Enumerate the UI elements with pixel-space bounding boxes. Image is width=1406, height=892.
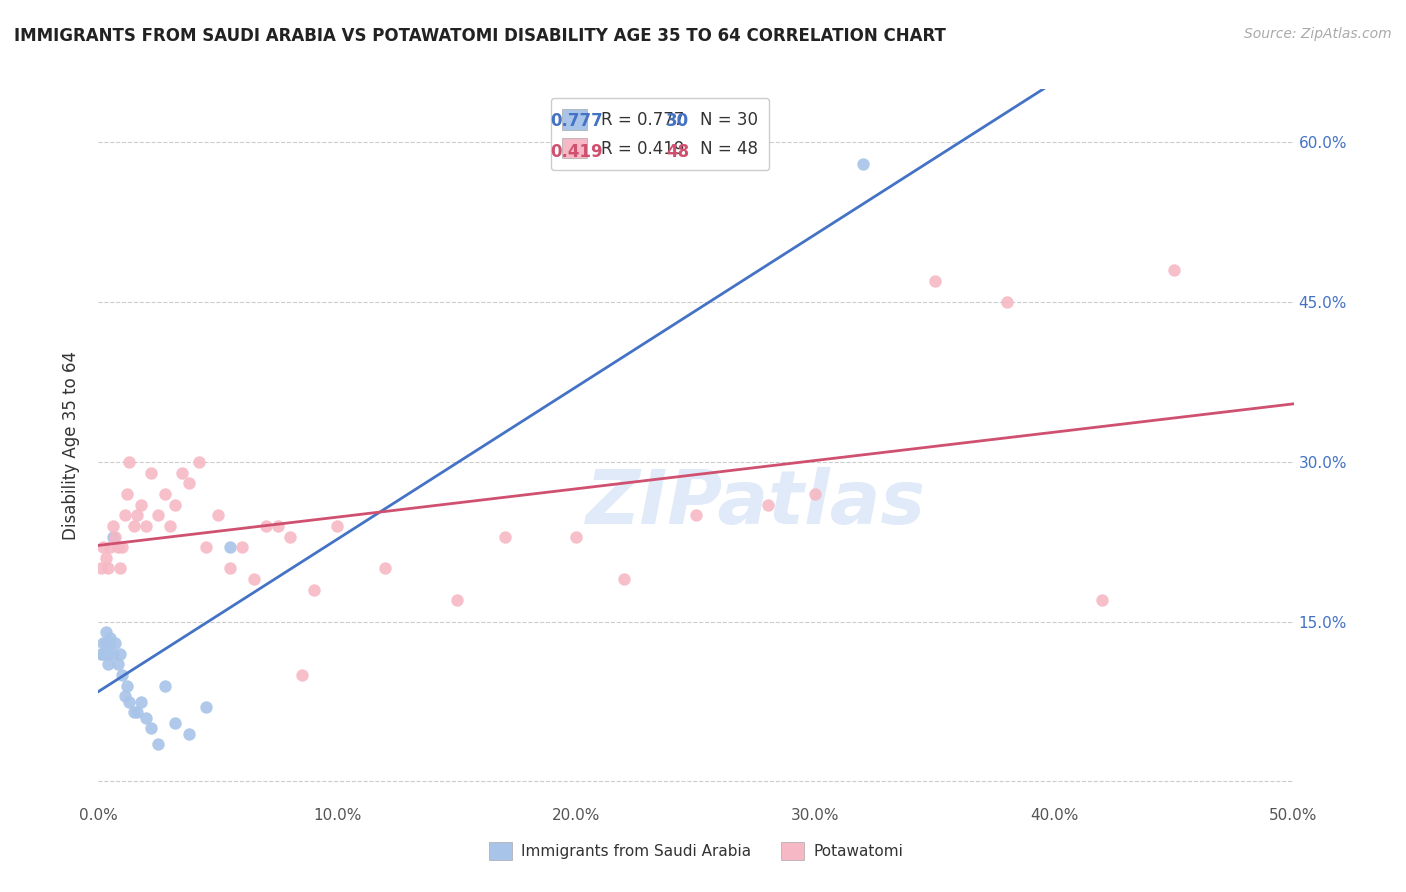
Point [924,274,946,288]
Text: IMMIGRANTS FROM SAUDI ARABIA VS POTAWATOMI DISABILITY AGE 35 TO 64 CORRELATION C: IMMIGRANTS FROM SAUDI ARABIA VS POTAWATO… [14,27,946,45]
Point [124,519,146,533]
Point [104,529,127,543]
Point [852,157,875,171]
Point [195,540,218,554]
Point [91,540,114,554]
Point [179,476,201,491]
Point [91,647,114,661]
Point [494,529,516,543]
Point [131,695,153,709]
Point [756,498,779,512]
Point [254,519,277,533]
Point [135,519,157,533]
Point [804,487,827,501]
Point [91,636,114,650]
Y-axis label: Disability Age 35 to 64: Disability Age 35 to 64 [62,351,80,541]
Point [111,668,134,682]
Point [1163,263,1185,277]
Point [565,529,588,543]
Point [685,508,707,523]
Point [94,625,117,640]
Point [148,508,170,523]
Point [179,726,201,740]
Point [125,706,148,720]
Point [219,561,242,575]
Point [107,540,129,554]
Point [374,561,396,575]
Point [114,508,136,523]
Point [243,572,266,586]
Point [278,529,301,543]
Text: Source: ZipAtlas.com: Source: ZipAtlas.com [1244,27,1392,41]
Point [101,529,124,543]
Point [163,715,186,730]
Point [172,466,194,480]
Point [207,508,229,523]
Point [302,582,325,597]
Text: 48: 48 [666,143,689,161]
Text: 0.419: 0.419 [550,143,603,161]
Text: 30: 30 [666,112,689,130]
Point [131,498,153,512]
Point [135,710,157,724]
Point [97,647,120,661]
Point [195,700,218,714]
Point [326,519,349,533]
Point [187,455,209,469]
Point [995,295,1018,310]
Point [107,657,129,672]
Point [114,690,136,704]
Point [613,572,636,586]
Point [155,487,177,501]
Point [98,631,122,645]
Point [148,737,170,751]
Point [111,540,134,554]
Point [139,466,162,480]
Point [159,519,181,533]
Point [98,636,122,650]
Point [94,550,117,565]
Point [446,593,468,607]
Point [155,679,177,693]
Point [219,540,242,554]
Point [115,487,138,501]
Point [104,636,127,650]
Point [98,540,122,554]
Point [118,695,141,709]
Text: ZIPatlas: ZIPatlas [586,467,925,540]
Point [94,636,117,650]
Point [90,647,112,661]
Point [1091,593,1114,607]
Point [101,647,124,661]
Point [124,706,146,720]
Point [101,519,124,533]
Point [118,455,141,469]
Point [108,561,131,575]
Point [163,498,186,512]
Point [97,657,120,672]
Point [90,561,112,575]
Point [291,668,314,682]
Point [139,721,162,735]
Point [125,508,148,523]
Point [108,647,131,661]
Point [97,561,120,575]
Text: 0.777: 0.777 [550,112,603,130]
Point [231,540,253,554]
Point [115,679,138,693]
Legend: Immigrants from Saudi Arabia, Potawatomi: Immigrants from Saudi Arabia, Potawatomi [482,836,910,866]
Point [267,519,290,533]
